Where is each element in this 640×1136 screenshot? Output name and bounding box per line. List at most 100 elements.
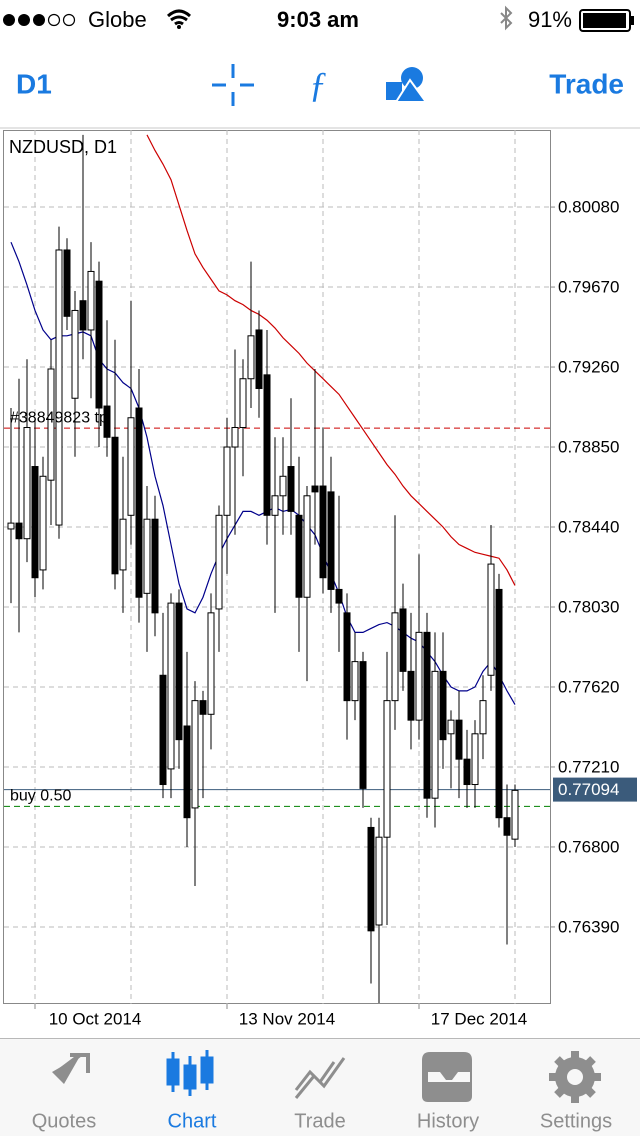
candle-body [495,588,503,819]
tab-label[interactable]: History [417,1110,479,1132]
trade-button[interactable]: Trade [549,68,624,99]
candle-body [167,602,175,770]
chart [4,130,555,1009]
status-bar: Globe 9:03 am 91% [3,5,634,32]
candle-body [31,466,39,579]
candle-body [367,826,375,932]
candle-body [231,427,239,448]
candle-body [407,670,415,721]
candle-body [311,485,319,493]
candle-body [303,495,311,598]
candle-body [199,700,207,715]
current-price-box [553,777,637,802]
candle-body [463,758,471,786]
candle-body [399,608,407,672]
candle-body [159,674,167,786]
candle-body [191,700,199,809]
candle-body [295,514,303,598]
candle-body [415,631,423,721]
candle-body [335,588,343,604]
y-tick-label: 0.76800 [558,837,619,856]
candle-body [79,300,87,331]
candle-body [455,719,463,760]
candle-body [111,436,119,575]
y-tick-label: 0.78030 [558,597,619,616]
candle-body [95,280,103,409]
candle-body [215,514,223,610]
x-tick-label: 17 Dec 2014 [431,1009,527,1028]
y-tick-label: 0.79670 [558,278,619,297]
tab-label[interactable]: Trade [294,1110,346,1132]
y-tick-label: 0.77620 [558,677,619,696]
candle-body [15,522,23,540]
x-tick-label: 10 Oct 2014 [49,1009,142,1028]
candle-body [239,378,247,429]
candle-body [87,270,95,331]
indicators-button[interactable]: ƒ [309,64,327,104]
candle-body [47,368,55,481]
price-line-label: #38849823 tp [10,409,108,426]
price-line-label: buy 0.50 [10,788,71,805]
tab-label[interactable]: Quotes [32,1110,96,1132]
tab-label[interactable]: Settings [540,1110,612,1132]
current-price-label: 0.77094 [558,780,619,799]
y-tick-label: 0.79260 [558,358,619,377]
candle-body [207,612,215,715]
candle-body [63,249,71,317]
candle-body [271,495,279,516]
candle-body [23,427,31,540]
candle-body [223,446,231,516]
candle-body [279,475,287,497]
candle-body [319,485,327,579]
candle-body [343,612,351,702]
chart-frame [3,130,551,1004]
candle-body [471,733,479,786]
candle-body [135,407,143,598]
candle-body [143,518,151,594]
crosshair-button[interactable] [212,64,254,106]
candle-body [127,417,135,516]
timeframe-button[interactable]: D1 [16,68,52,99]
candle-body [391,612,399,702]
candle-body [423,631,431,799]
candle-body [511,789,519,840]
candle-body [55,249,63,526]
toolbar: D1 ƒ Trade [0,64,640,129]
clock: 9:03 am [277,7,359,32]
y-tick-label: 0.78440 [558,517,619,536]
candle-body [71,309,79,399]
tab-bar [0,1038,640,1136]
moving-average-line [146,134,516,586]
candle-body [255,329,263,389]
x-tick-label: 13 Nov 2014 [239,1009,335,1028]
chart-title: NZDUSD, D1 [9,137,117,157]
candle-body [351,661,359,702]
battery-percent: 91% [528,7,572,32]
candle-body [479,700,487,735]
y-tick-label: 0.77210 [558,757,619,776]
candle-body [247,335,255,380]
objects-button[interactable] [386,67,428,103]
candle-body [439,670,447,741]
carrier: Globe [88,7,147,32]
candle-body [431,670,439,799]
candle-body [359,661,367,789]
candle-body [183,725,191,819]
candle-body [151,518,159,614]
candle-body [447,719,455,735]
candle-body [39,475,47,571]
candle-body [103,405,111,438]
plot-area [4,134,550,1003]
candle-body [375,836,383,926]
y-tick-label: 0.80080 [558,198,619,217]
candle-body [175,602,183,741]
candle-body [263,374,271,516]
candle-body [119,518,127,571]
moving-average-line [10,241,516,705]
candle-body [287,466,295,512]
candle-body [383,700,391,838]
y-tick-label: 0.78850 [558,438,619,457]
tab-label[interactable]: Chart [168,1110,217,1132]
